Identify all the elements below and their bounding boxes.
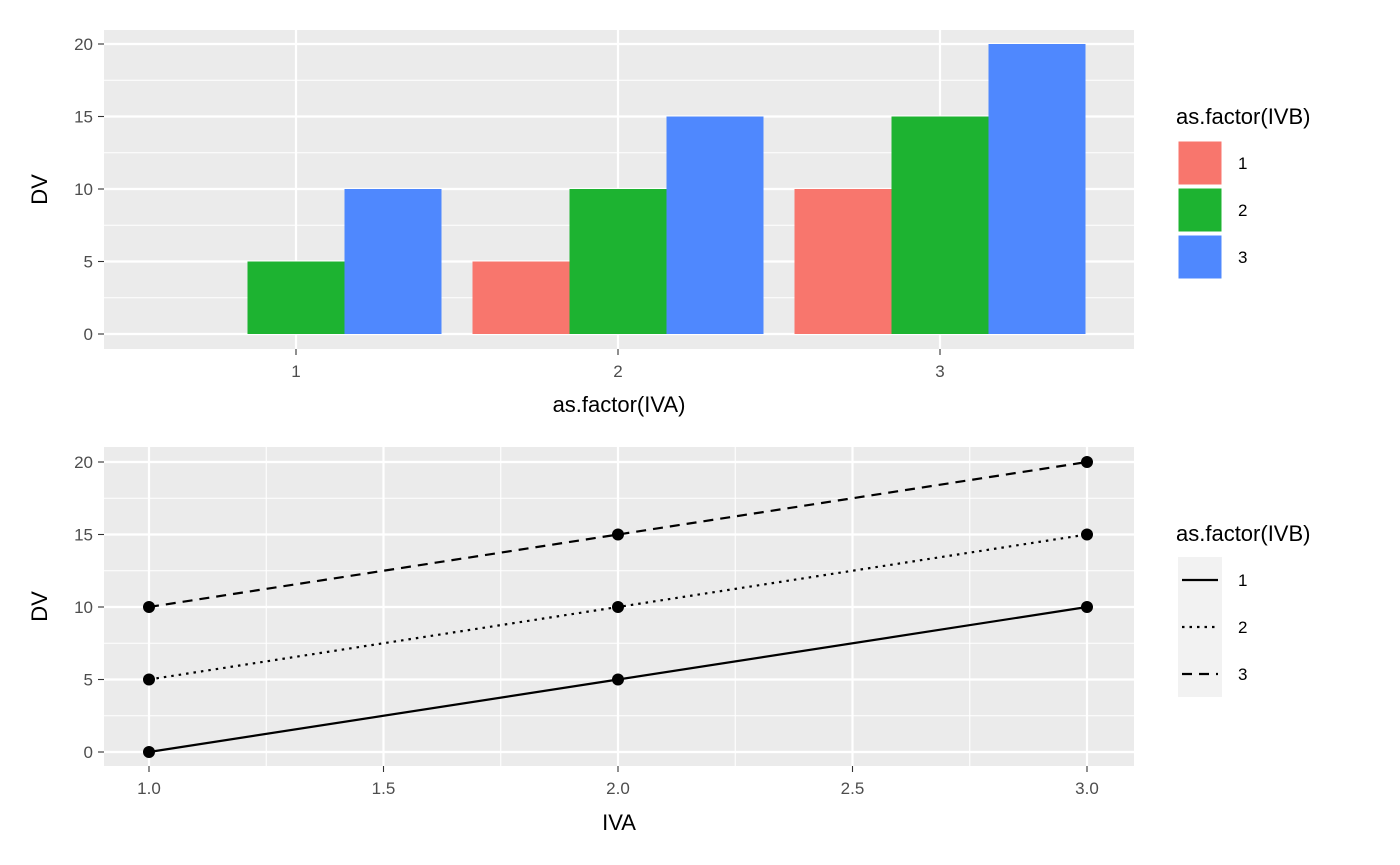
bar	[666, 116, 764, 334]
line-y-tick-label: 5	[84, 671, 93, 690]
bar-y-axis-title: DV	[27, 174, 52, 205]
data-point	[1081, 528, 1093, 541]
bar-chart: 0 5 10 15 20 1 2 3 as.factor(IVA) DV as.factor(IVB…	[27, 30, 1310, 417]
line-legend-keys-background	[1178, 557, 1222, 697]
bar	[988, 44, 1086, 334]
line-x-tick-label: 2.5	[841, 779, 865, 798]
series-line	[148, 460, 1088, 609]
line-y-tick-label: 15	[74, 526, 93, 545]
bar	[569, 189, 667, 334]
data-point	[1081, 456, 1093, 468]
line-x-tick-label: 1.0	[137, 779, 161, 798]
bar-x-tick-label: 2	[613, 362, 622, 381]
bar-legend-key	[1177, 234, 1223, 280]
line-legend-label: 2	[1238, 618, 1247, 637]
bar-legend-key	[1177, 187, 1223, 233]
bar-y-tick-label: 10	[74, 180, 93, 199]
bar	[472, 261, 570, 334]
line-legend-label: 3	[1238, 665, 1247, 684]
bar-legend-label: 1	[1238, 154, 1247, 173]
bar	[891, 116, 989, 334]
bar-x-axis-title: as.factor(IVA)	[553, 392, 686, 417]
line-x-tick-label: 2.0	[606, 779, 630, 798]
bar-legend-title: as.factor(IVB)	[1176, 104, 1310, 129]
line-y-tick-label: 20	[74, 453, 93, 472]
line-legend-label: 1	[1238, 571, 1247, 590]
data-point	[143, 746, 155, 758]
bar-legend-label: 3	[1238, 248, 1247, 267]
bar-legend-key	[1177, 140, 1223, 186]
bar	[344, 189, 442, 334]
line-x-axis-title: IVA	[602, 810, 636, 835]
line-legend-title: as.factor(IVB)	[1176, 521, 1310, 546]
bar-y-tick-label: 20	[74, 35, 93, 54]
line-y-tick-label: 10	[74, 598, 93, 617]
bar	[794, 189, 892, 334]
bar	[247, 261, 345, 334]
bar-legend-label: 2	[1238, 201, 1247, 220]
line-x-tick-label: 1.5	[372, 779, 396, 798]
bar-y-tick-label: 0	[84, 325, 93, 344]
bar-y-tick-label: 5	[84, 253, 93, 272]
line-x-tick-label: 3.0	[1075, 779, 1099, 798]
data-point	[143, 673, 155, 686]
line-y-axis-title: DV	[27, 591, 52, 622]
data-point	[612, 528, 624, 541]
data-point	[612, 601, 624, 613]
bar-x-tick-label: 1	[291, 362, 300, 381]
line-chart: 0 5 10 15 20 1.0 1.5 2.0 2.5 3.0 IVA DV as.factor(IV…	[27, 447, 1310, 835]
bar-x-tick-label: 3	[935, 362, 944, 381]
line-y-tick-label: 0	[84, 743, 93, 762]
bar-y-tick-label: 15	[74, 108, 93, 127]
data-point	[1081, 601, 1093, 613]
data-point	[143, 601, 155, 613]
data-point	[612, 673, 624, 686]
